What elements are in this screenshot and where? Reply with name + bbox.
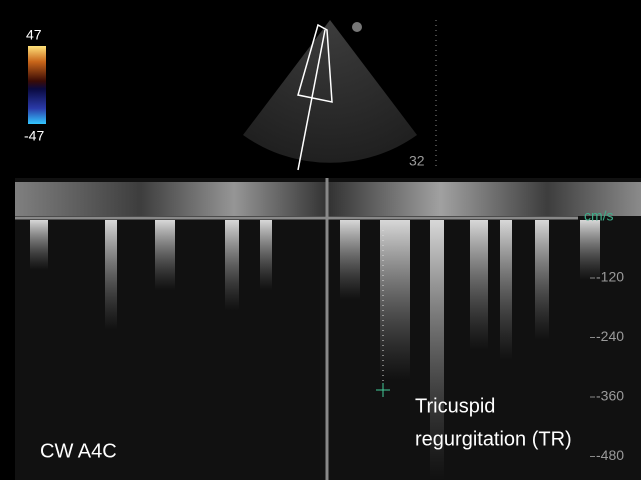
velocity-tick-label: -120 (596, 269, 624, 285)
annotation-line: regurgitation (TR) (415, 428, 572, 450)
depth-label: 32 (409, 153, 425, 169)
color-min: -47 (24, 128, 44, 144)
color-bar (28, 46, 46, 124)
velocity-unit: cm/s (584, 208, 614, 224)
velocity-tick-label: -360 (596, 388, 624, 404)
annotation-line: Tricuspid (415, 395, 495, 417)
color-max: 47 (26, 27, 42, 43)
view-label: CW A4C (40, 440, 117, 462)
ultrasound-screen: 47 -47 32 cm/s -120 -240 -360 -480 CW A4C T… (0, 0, 641, 480)
velocity-tick-label: -240 (596, 328, 624, 344)
velocity-tick-label: -480 (596, 447, 624, 463)
orientation-dot (352, 22, 362, 32)
